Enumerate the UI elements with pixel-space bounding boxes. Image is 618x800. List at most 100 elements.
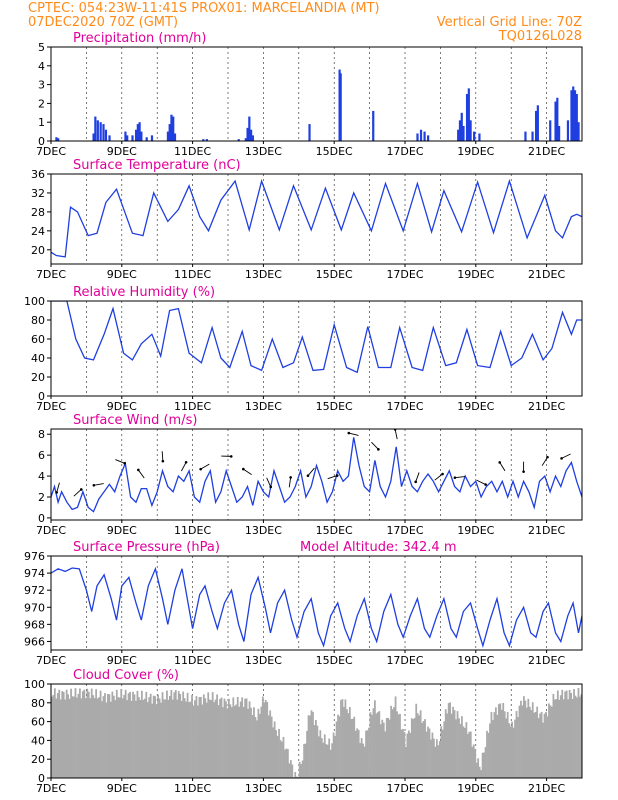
cloud-bar bbox=[217, 705, 220, 778]
cloud-bar bbox=[528, 706, 531, 778]
cloud-bar bbox=[433, 738, 435, 778]
cloud-bar bbox=[176, 699, 179, 778]
cloud-bar bbox=[438, 741, 441, 778]
x-tick-label: 7DEC bbox=[36, 268, 66, 281]
cloud-bar bbox=[79, 688, 81, 778]
cloud-bar bbox=[275, 730, 277, 778]
series-line bbox=[51, 178, 582, 258]
cloud-bar bbox=[539, 713, 541, 778]
y-tick-label: 3 bbox=[38, 79, 45, 92]
cloud-bar bbox=[112, 695, 115, 778]
panel-4: 966 968 970 972 974 976 7DEC 9DEC 11DEC 13DEC 15DE… bbox=[24, 540, 583, 667]
cloud-bar bbox=[87, 691, 90, 778]
precip-bar bbox=[554, 101, 557, 141]
wind-arrow bbox=[181, 462, 187, 472]
wind-arrow-head bbox=[306, 474, 310, 478]
cloud-bar bbox=[419, 710, 422, 778]
cloud-bar bbox=[517, 716, 519, 778]
precip-bar bbox=[92, 133, 95, 141]
cloud-bar bbox=[319, 730, 322, 778]
series-line bbox=[51, 301, 582, 374]
y-tick-label: 970 bbox=[24, 601, 45, 614]
cloud-bar bbox=[571, 699, 574, 778]
cloud-bar bbox=[241, 697, 244, 778]
cloud-bar bbox=[164, 699, 167, 778]
cloud-bar bbox=[326, 744, 329, 778]
precip-bar bbox=[205, 139, 208, 141]
wind-arrow-head bbox=[414, 480, 417, 484]
cloud-bar bbox=[239, 701, 242, 778]
cloud-bar bbox=[407, 730, 410, 778]
cloud-bar bbox=[402, 728, 404, 778]
cloud-bar bbox=[98, 697, 100, 778]
precip-bar bbox=[96, 120, 99, 141]
cloud-bar bbox=[315, 719, 317, 778]
cloud-bar bbox=[536, 706, 539, 778]
wind-arrow bbox=[200, 463, 210, 470]
precip-bar bbox=[570, 90, 573, 141]
cloud-bar bbox=[577, 687, 580, 778]
cloud-bar bbox=[559, 695, 562, 778]
cloud-bar bbox=[548, 703, 550, 778]
series-0 bbox=[55, 69, 580, 141]
cloud-bar bbox=[422, 721, 425, 778]
cloud-bar bbox=[133, 694, 136, 778]
cloud-bar bbox=[455, 719, 457, 778]
x-tick-label: 7DEC bbox=[36, 145, 66, 158]
cloud-bar bbox=[317, 736, 320, 778]
cloud-bar bbox=[435, 739, 438, 778]
cloud-bar bbox=[340, 700, 342, 778]
cloud-bar bbox=[71, 696, 74, 778]
cloud-bar bbox=[452, 706, 454, 778]
cloud-bar bbox=[120, 688, 123, 778]
precip-bar bbox=[140, 131, 143, 141]
cloud-bar bbox=[307, 715, 310, 778]
cloud-bar bbox=[111, 691, 114, 778]
wind-arrow-head bbox=[289, 476, 292, 479]
cloud-bar bbox=[284, 749, 286, 778]
precip-bar bbox=[457, 129, 460, 141]
cloud-bar bbox=[545, 711, 547, 778]
cloud-bar bbox=[253, 707, 255, 778]
cloud-bar bbox=[93, 698, 96, 778]
wind-arrow bbox=[541, 456, 548, 466]
y-tick-label: 100 bbox=[24, 678, 45, 691]
cloud-bar bbox=[256, 720, 258, 778]
cloud-bar bbox=[189, 701, 192, 778]
cloud-bar bbox=[472, 744, 475, 778]
wind-arrow-head bbox=[546, 455, 549, 459]
cloud-bar bbox=[238, 706, 241, 778]
precip-bar bbox=[172, 116, 175, 141]
cloud-bar bbox=[551, 706, 553, 778]
cloud-bar bbox=[51, 696, 53, 778]
y-tick-label: 1 bbox=[38, 116, 45, 129]
cloud-bar bbox=[382, 722, 385, 778]
cloud-bar bbox=[331, 743, 334, 778]
precip-bar bbox=[248, 116, 251, 141]
cloud-bar bbox=[431, 732, 434, 778]
cloud-bar bbox=[132, 691, 134, 778]
cloud-bar bbox=[576, 697, 578, 778]
cloud-bar bbox=[453, 710, 456, 778]
x-tick-label: 7DEC bbox=[36, 400, 66, 413]
cloud-bar bbox=[487, 732, 490, 778]
wind-arrow-head bbox=[55, 491, 59, 494]
cloud-bar bbox=[484, 747, 487, 778]
y-tick-label: 60 bbox=[31, 333, 45, 346]
cloud-bar bbox=[61, 691, 64, 778]
cloud-bar bbox=[198, 697, 201, 778]
cloud-bar bbox=[555, 699, 558, 778]
cloud-bar bbox=[359, 743, 362, 778]
cloud-bar bbox=[542, 722, 544, 778]
cloud-bar bbox=[399, 713, 401, 778]
precip-bar bbox=[134, 129, 138, 141]
wind-arrow bbox=[307, 467, 315, 477]
cloud-bar bbox=[458, 718, 460, 778]
wind-arrow bbox=[415, 472, 420, 482]
panel-title: Relative Humidity (%) bbox=[73, 285, 215, 300]
cloud-bar bbox=[219, 698, 221, 778]
cloud-bar bbox=[520, 700, 522, 778]
cloud-bar bbox=[102, 696, 105, 778]
cloud-bar bbox=[266, 702, 269, 778]
